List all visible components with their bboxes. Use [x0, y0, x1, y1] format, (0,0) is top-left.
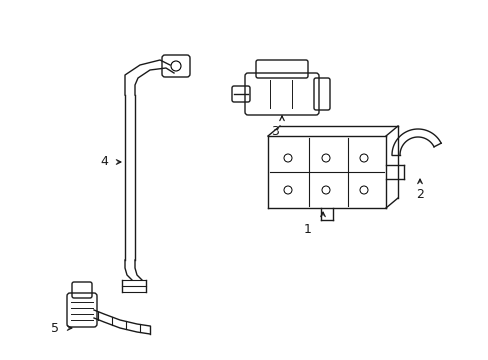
Text: 3: 3 — [270, 126, 278, 139]
Text: 2: 2 — [415, 189, 423, 202]
Text: 1: 1 — [304, 224, 311, 237]
Text: 5: 5 — [51, 321, 59, 334]
Text: 4: 4 — [100, 156, 108, 168]
